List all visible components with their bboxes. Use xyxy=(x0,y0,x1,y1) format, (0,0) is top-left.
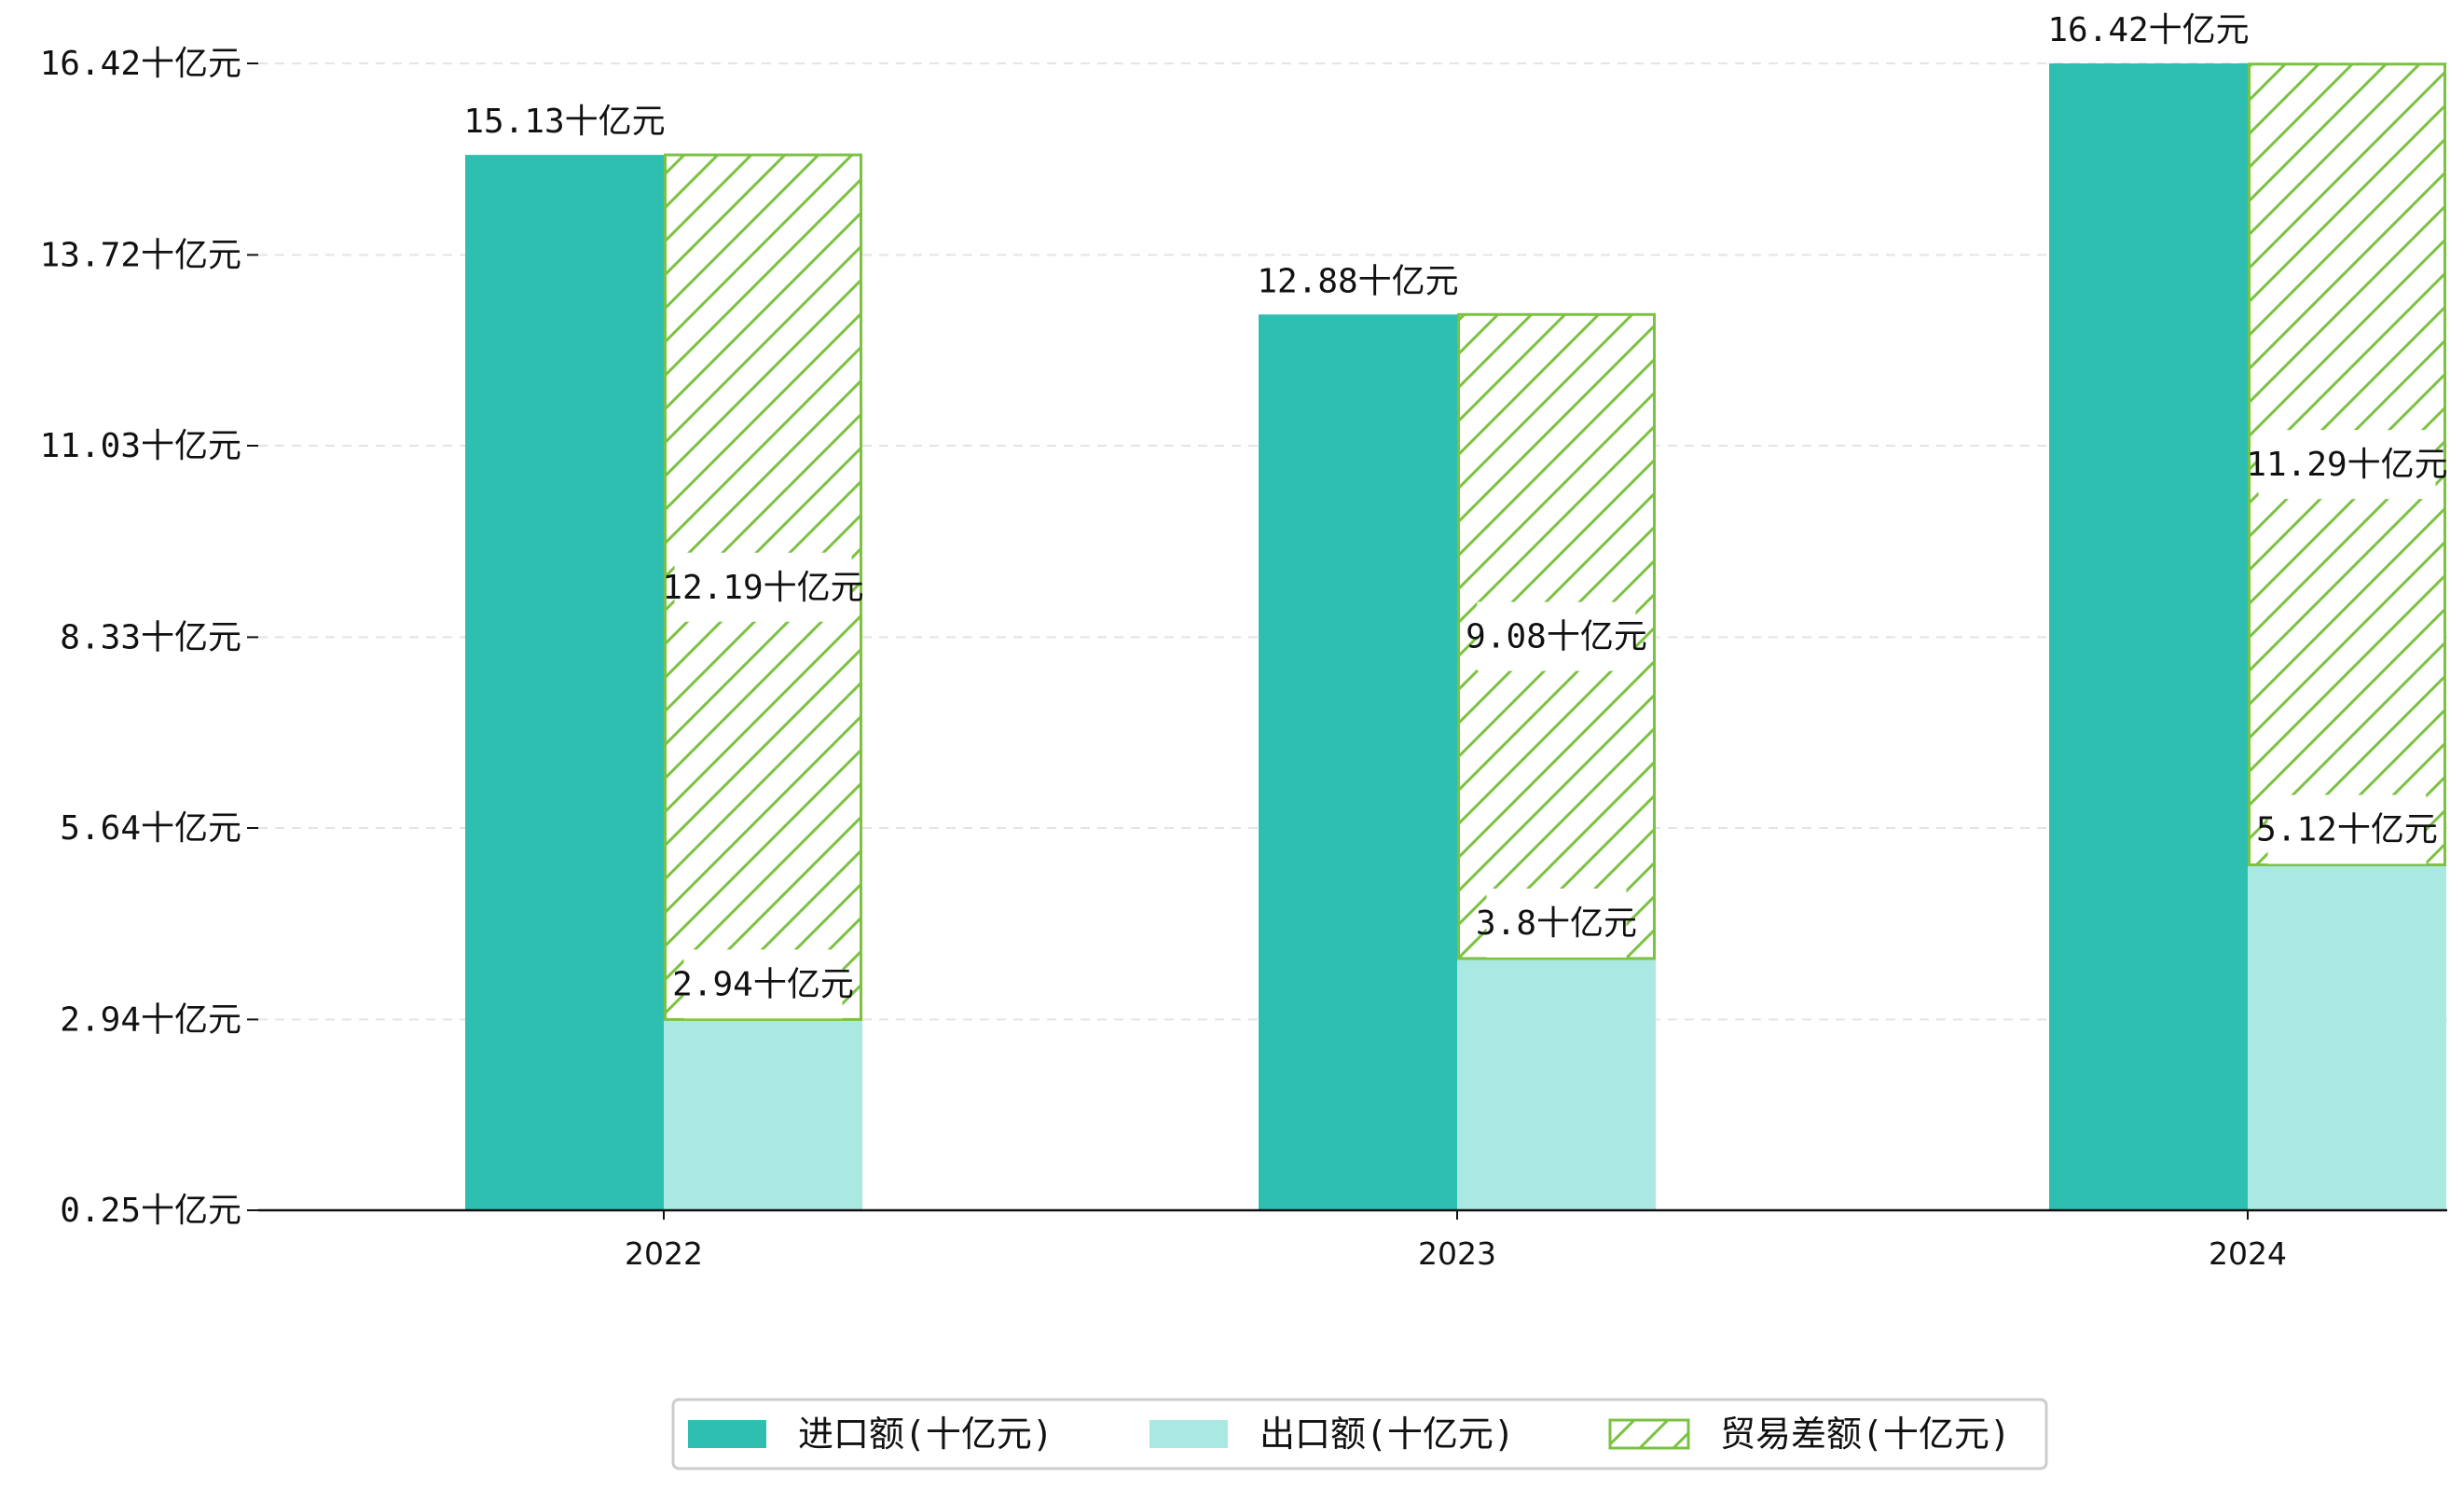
data-label-export-bg xyxy=(1486,888,1627,958)
bar-export xyxy=(664,1019,862,1210)
data-label-import: 15.13十亿元 xyxy=(463,103,665,141)
data-label-balance: 9.08十亿元 xyxy=(1466,618,1647,656)
legend-swatch xyxy=(688,1420,766,1448)
legend-swatch xyxy=(1149,1420,1228,1448)
legend-label: 进口额(十亿元) xyxy=(798,1414,1053,1455)
legend-label: 贸易差额(十亿元) xyxy=(1720,1414,2011,1455)
data-label-import: 16.42十亿元 xyxy=(2047,11,2249,49)
x-tick-label: 2022 xyxy=(625,1235,703,1272)
data-label-export: 2.94十亿元 xyxy=(672,965,854,1003)
bar-import xyxy=(1259,314,1457,1210)
y-tick-label: 0.25十亿元 xyxy=(60,1192,241,1230)
y-tick-label: 2.94十亿元 xyxy=(60,1000,241,1039)
bar-export xyxy=(1457,958,1656,1210)
y-tick-label: 11.03十亿元 xyxy=(40,427,241,465)
data-label-export-bg xyxy=(683,949,843,1019)
legend-swatch xyxy=(1608,1418,1690,1450)
data-label-export: 3.8十亿元 xyxy=(1476,904,1637,943)
data-label-balance: 11.29十亿元 xyxy=(2246,446,2447,484)
data-label-export-bg xyxy=(2267,794,2427,864)
data-labels: 15.13十亿元 2.94十亿元 12.19十亿元 12.88十亿元 3.8十亿元 9.0… xyxy=(463,11,2448,1019)
data-label-export: 5.12十亿元 xyxy=(2256,811,2438,849)
y-tick-label: 13.72十亿元 xyxy=(40,236,241,274)
y-tick-label: 5.64十亿元 xyxy=(60,809,241,848)
axes: 0.25十亿元 2.94十亿元 5.64十亿元 8.33十亿元 11.03十亿元 13.7… xyxy=(40,45,2447,1272)
bar-import xyxy=(465,155,664,1210)
data-label-balance-bg xyxy=(674,552,852,622)
bars xyxy=(465,62,2446,1210)
bar-import xyxy=(2049,63,2248,1210)
x-tick-label: 2023 xyxy=(1418,1235,1496,1272)
x-tick-label: 2024 xyxy=(2209,1235,2287,1272)
legend: 进口额(十亿元) 出口额(十亿元) 贸易差额(十亿元) xyxy=(671,1398,2048,1470)
data-label-import: 12.88十亿元 xyxy=(1257,262,1458,300)
legend-box xyxy=(671,1398,2048,1470)
data-label-balance: 12.19十亿元 xyxy=(662,569,863,607)
bar-export xyxy=(2248,864,2446,1210)
data-label-balance-bg xyxy=(1477,601,1636,671)
legend-label: 出口额(十亿元) xyxy=(1260,1414,1515,1455)
y-tick-label: 8.33十亿元 xyxy=(60,618,241,656)
data-label-balance-bg xyxy=(2258,430,2436,500)
y-tick-label: 16.42十亿元 xyxy=(40,45,241,83)
